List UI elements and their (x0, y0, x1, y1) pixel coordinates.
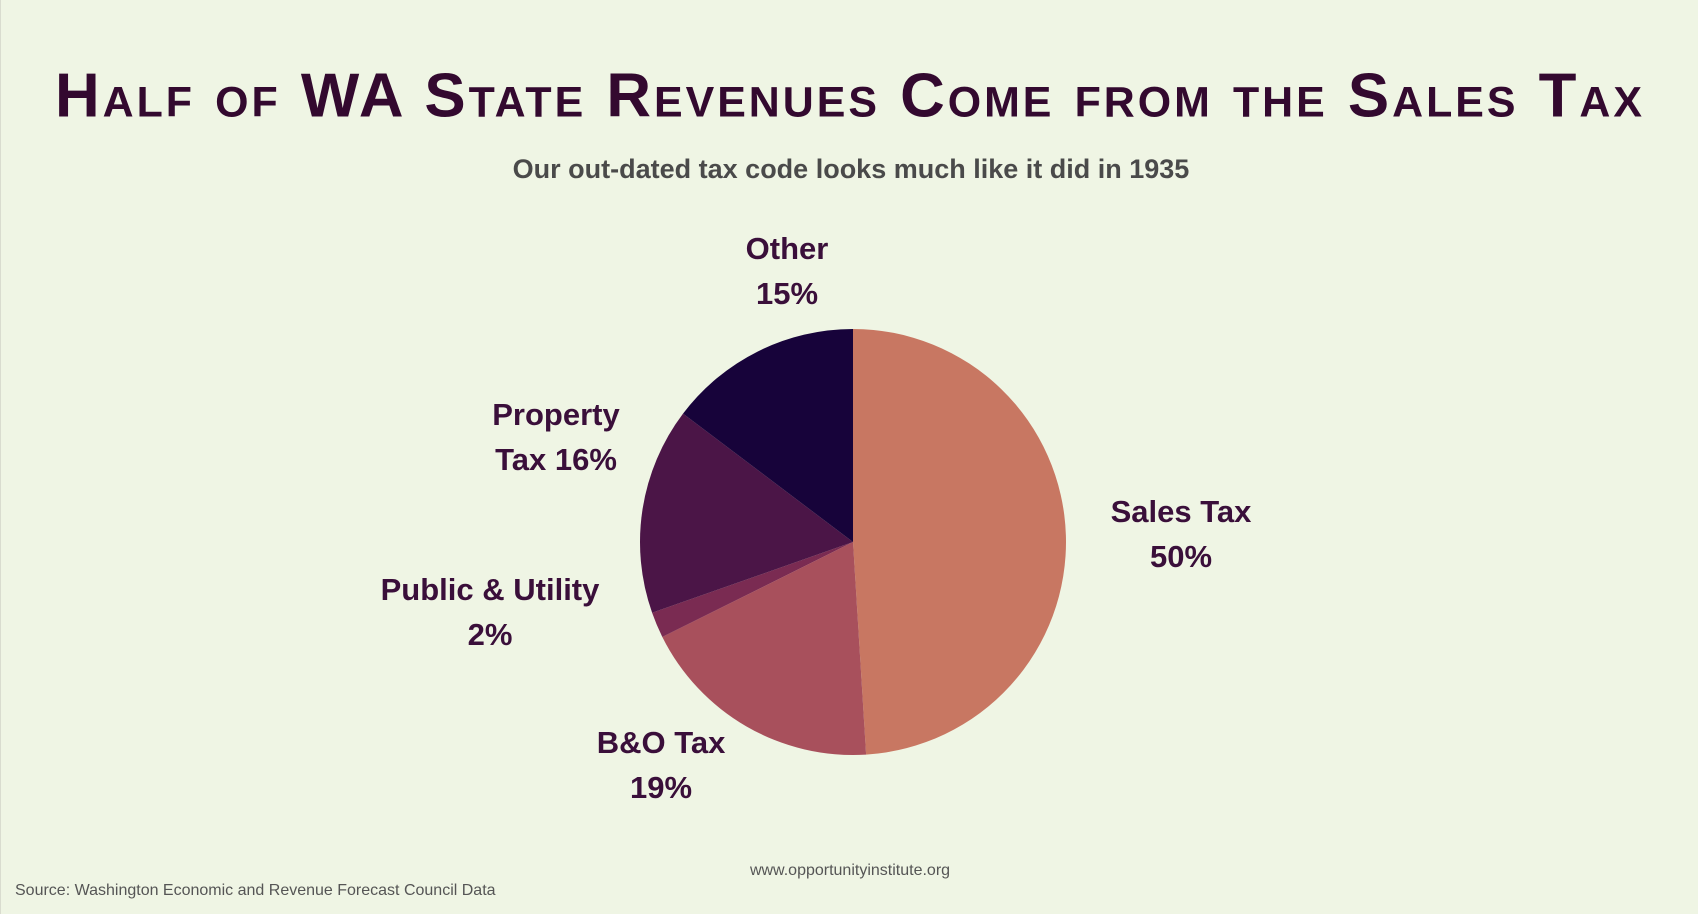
source-note: Source: Washington Economic and Revenue … (15, 882, 496, 899)
slice-label: B&O Tax 19% (597, 720, 726, 810)
category-label: Public & Utility (380, 572, 600, 607)
pie-slice (683, 329, 853, 542)
slice-label: Sales Tax 50% (1111, 489, 1252, 579)
slice-label: Property Tax 16% (481, 392, 631, 482)
value-label: 19% (629, 770, 693, 805)
category-label: Other (745, 231, 829, 266)
chart-title: Half of WA State Revenues Come from the … (55, 61, 1645, 130)
website: www.opportunityinstitute.org (749, 862, 951, 879)
category-label: Sales Tax (1110, 494, 1252, 529)
value-label: 16% (554, 442, 617, 477)
value-label: 2% (467, 617, 513, 652)
pie-slice (652, 542, 853, 637)
pie-slice (853, 329, 1066, 755)
pie-slice (640, 413, 853, 613)
category-label: B&O Tax (596, 725, 726, 760)
pie-slice (662, 542, 867, 755)
value-label: 50% (1149, 539, 1213, 574)
chart-subtitle: Our out-dated tax code looks much like i… (513, 154, 1190, 184)
category-label: Property Tax (492, 397, 620, 477)
value-label: 15% (755, 276, 819, 311)
slice-label: Other 15% (746, 226, 829, 316)
slice-label: Public & Utility 2% (381, 567, 600, 657)
